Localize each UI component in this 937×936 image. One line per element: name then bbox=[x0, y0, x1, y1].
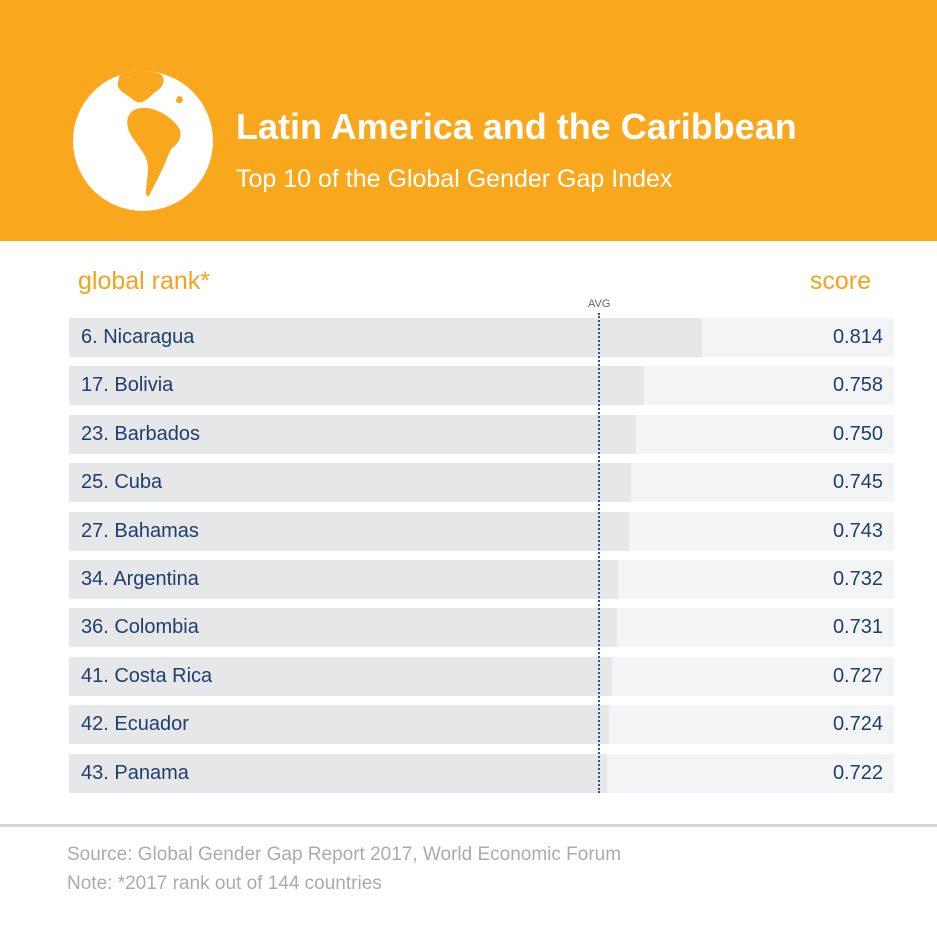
chart-row: 42. Ecuador 0.724 bbox=[69, 705, 894, 745]
bar-chart: 6. Nicaragua 0.814 17. Bolivia 0.758 23. Bar… bbox=[69, 318, 894, 802]
country-label: 34. Argentina bbox=[81, 567, 199, 590]
chart-row: 25. Cuba 0.745 bbox=[69, 463, 894, 503]
country-label: 6. Nicaragua bbox=[81, 326, 195, 348]
avg-label: AVG bbox=[588, 298, 611, 310]
country-label: 25. Cuba bbox=[81, 471, 163, 494]
chart-row: 41. Costa Rica 0.727 bbox=[69, 656, 894, 696]
score-label: 0.732 bbox=[832, 567, 883, 590]
footnote: Note: *2017 rank out of 144 countries bbox=[67, 873, 382, 894]
score-label: 0.722 bbox=[832, 761, 883, 784]
chart-row: 36. Colombia 0.731 bbox=[69, 608, 894, 648]
chart-row: 34. Argentina 0.732 bbox=[69, 559, 894, 599]
avg-line bbox=[598, 313, 601, 793]
chart-bar bbox=[69, 559, 618, 599]
score-label: 0.745 bbox=[832, 471, 883, 494]
chart-bar bbox=[69, 318, 703, 357]
header-banner: Latin America and the Caribbean Top 10 o… bbox=[0, 0, 937, 241]
country-label: 43. Panama bbox=[81, 761, 189, 784]
country-label: 17. Bolivia bbox=[81, 374, 174, 397]
country-label: 23. Barbados bbox=[81, 422, 200, 445]
score-label: 0.758 bbox=[832, 374, 883, 397]
chart-bar bbox=[69, 753, 608, 793]
chart-bar bbox=[69, 608, 617, 648]
score-label: 0.724 bbox=[832, 713, 883, 736]
chart-bar bbox=[69, 656, 613, 696]
score-label: 0.750 bbox=[832, 422, 883, 445]
chart-row: 6. Nicaragua 0.814 bbox=[69, 318, 894, 357]
score-label: 0.814 bbox=[832, 326, 883, 348]
chart-bar bbox=[69, 414, 637, 454]
country-label: 41. Costa Rica bbox=[81, 664, 213, 687]
page-subtitle: Top 10 of the Global Gender Gap Index bbox=[236, 165, 673, 193]
country-label: 36. Colombia bbox=[81, 616, 199, 639]
chart-bar bbox=[69, 511, 629, 551]
footer-divider bbox=[0, 824, 937, 827]
score-label: 0.727 bbox=[832, 664, 883, 687]
country-label: 27. Bahamas bbox=[81, 519, 199, 542]
chart-bar bbox=[69, 366, 645, 406]
score-label: 0.743 bbox=[832, 519, 883, 542]
score-column-header: score bbox=[809, 267, 871, 295]
globe-icon bbox=[73, 71, 213, 211]
chart-bar bbox=[69, 463, 632, 503]
chart-row: 17. Bolivia 0.758 bbox=[69, 366, 894, 406]
chart-row: 23. Barbados 0.750 bbox=[69, 414, 894, 454]
page-title: Latin America and the Caribbean bbox=[236, 106, 797, 147]
score-label: 0.731 bbox=[832, 616, 883, 639]
chart-row: 43. Panama 0.722 bbox=[69, 753, 894, 793]
chart-row: 27. Bahamas 0.743 bbox=[69, 511, 894, 551]
source-note: Source: Global Gender Gap Report 2017, W… bbox=[67, 844, 622, 865]
country-label: 42. Ecuador bbox=[81, 713, 189, 736]
rank-column-header: global rank* bbox=[78, 267, 211, 295]
chart-bar bbox=[69, 705, 610, 745]
